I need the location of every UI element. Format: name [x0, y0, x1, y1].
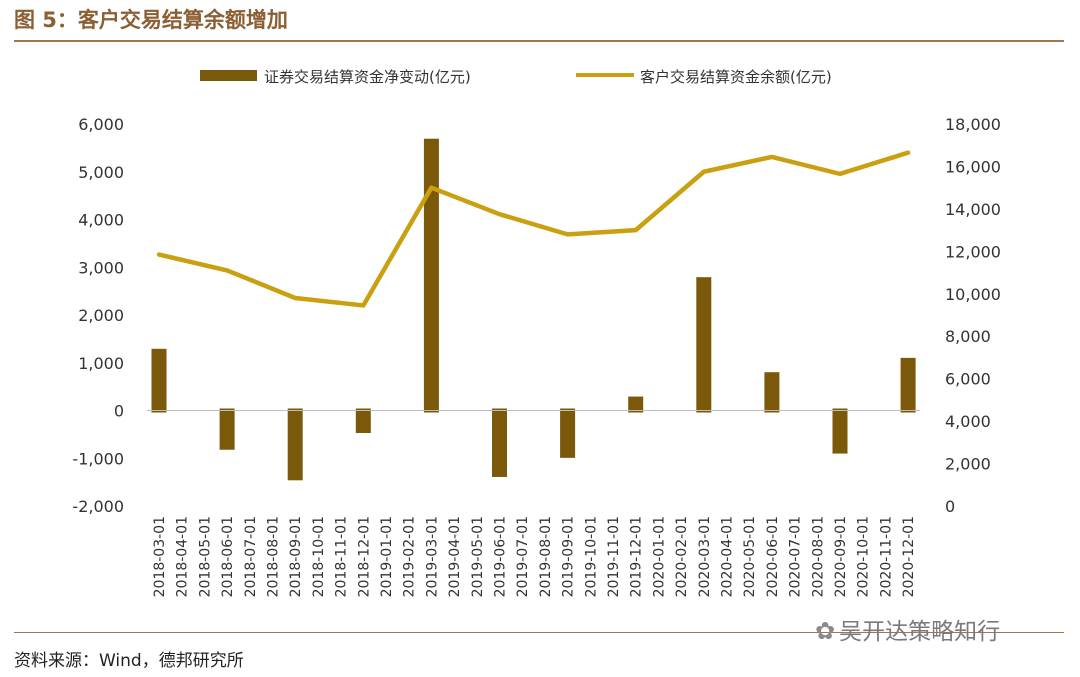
x-axis-tick: 2019-03-01	[424, 516, 440, 597]
x-axis-tick: 2019-02-01	[402, 516, 418, 597]
right-axis-tick: 18,000	[945, 115, 1001, 134]
x-axis-tick: 2019-01-01	[379, 516, 395, 597]
x-axis-tick: 2019-06-01	[493, 516, 509, 597]
x-axis-tick: 2019-05-01	[470, 516, 486, 597]
balance-line	[156, 150, 911, 308]
left-axis-tick: 0	[114, 402, 124, 421]
chart: 证券交易结算资金净变动(亿元) 客户交易结算资金余额(亿元) -2,000 -1,…	[72, 68, 1001, 597]
right-axis-tick: 4,000	[945, 412, 991, 431]
x-axis-tick: 2018-07-01	[243, 516, 259, 597]
bar	[764, 372, 780, 413]
x-axis-tick: 2019-07-01	[515, 516, 531, 597]
x-axis-tick: 2020-11-01	[878, 516, 894, 597]
x-axis-tick: 2020-12-01	[901, 516, 917, 597]
x-axis-tick: 2020-07-01	[788, 516, 804, 597]
bar	[900, 357, 916, 413]
left-axis-tick: 3,000	[78, 258, 124, 277]
right-axis-tick: 14,000	[945, 200, 1001, 219]
x-axis-tick: 2020-03-01	[697, 516, 713, 597]
right-axis-tick: 6,000	[945, 370, 991, 389]
x-axis-tick: 2020-10-01	[856, 516, 872, 597]
left-axis-tick: -1,000	[72, 449, 124, 468]
bar	[219, 408, 235, 450]
source-divider	[14, 632, 1064, 633]
x-axis-tick: 2020-06-01	[765, 516, 781, 597]
x-axis: 2018-03-01 2018-04-01 2018-05-01 2018-06-01…	[152, 516, 917, 597]
x-axis-tick: 2020-08-01	[810, 516, 826, 597]
left-axis-tick: 2,000	[78, 306, 124, 325]
bar	[492, 408, 507, 477]
legend-bar-label: 证券交易结算资金净变动(亿元)	[264, 68, 471, 86]
right-axis-tick: 2,000	[945, 455, 991, 474]
right-axis-tick: 8,000	[945, 327, 991, 346]
right-axis: 0 2,000 4,000 6,000 8,000 10,000 12,000 14,000 1…	[945, 115, 1001, 516]
x-axis-tick: 2020-05-01	[742, 516, 758, 597]
x-axis-tick: 2018-03-01	[152, 516, 168, 597]
x-axis-tick: 2018-04-01	[175, 516, 191, 597]
right-axis-tick: 16,000	[945, 157, 1001, 176]
source-note: 资料来源：Wind，德邦研究所	[14, 651, 244, 671]
line-series	[156, 150, 911, 308]
x-axis-tick: 2020-01-01	[651, 516, 667, 597]
x-axis-tick: 2018-06-01	[220, 516, 236, 597]
legend-bar-swatch	[200, 70, 257, 81]
left-axis-tick: 5,000	[78, 163, 124, 182]
bar	[151, 348, 167, 413]
bar-series	[151, 138, 916, 481]
x-axis-tick: 2019-10-01	[583, 516, 599, 597]
watermark: ✿ 吴开达策略知行	[815, 612, 1000, 646]
figure-title: 图 5：客户交易结算余额增加	[14, 8, 288, 32]
bar	[560, 408, 576, 458]
x-axis-tick: 2019-04-01	[447, 516, 463, 597]
x-axis-tick: 2020-09-01	[833, 516, 849, 597]
title-divider	[14, 40, 1064, 42]
x-axis-tick: 2018-08-01	[266, 516, 282, 597]
bar	[355, 408, 371, 434]
left-axis-tick: 1,000	[78, 354, 124, 373]
bar	[696, 277, 712, 413]
legend-line-label: 客户交易结算资金余额(亿元)	[640, 68, 832, 86]
left-axis-tick: 4,000	[78, 211, 124, 230]
bar	[628, 396, 644, 413]
x-axis-tick: 2018-05-01	[197, 516, 213, 597]
left-axis: -2,000 -1,000 0 1,000 2,000 3,000 4,000 5,000 6,…	[72, 115, 124, 516]
right-axis-tick: 12,000	[945, 242, 1001, 261]
left-axis-tick: -2,000	[72, 497, 124, 516]
left-axis-tick: 6,000	[78, 115, 124, 134]
x-axis-tick: 2019-11-01	[606, 516, 622, 597]
x-axis-tick: 2018-10-01	[311, 516, 327, 597]
x-axis-tick: 2020-02-01	[674, 516, 690, 597]
wechat-icon: ✿	[815, 617, 836, 645]
x-axis-tick: 2019-09-01	[561, 516, 577, 597]
bar	[287, 408, 303, 481]
x-axis-tick: 2019-12-01	[629, 516, 645, 597]
bar	[832, 408, 848, 454]
x-axis-tick: 2019-08-01	[538, 516, 554, 597]
x-axis-tick: 2018-12-01	[356, 516, 372, 597]
bar	[423, 138, 439, 413]
x-axis-tick: 2018-11-01	[334, 516, 350, 597]
right-axis-tick: 10,000	[945, 285, 1001, 304]
x-axis-tick: 2020-04-01	[720, 516, 736, 597]
right-axis-tick: 0	[945, 497, 955, 516]
legend: 证券交易结算资金净变动(亿元) 客户交易结算资金余额(亿元)	[200, 68, 832, 86]
watermark-text: 吴开达策略知行	[839, 619, 1001, 645]
x-axis-tick: 2018-09-01	[288, 516, 304, 597]
